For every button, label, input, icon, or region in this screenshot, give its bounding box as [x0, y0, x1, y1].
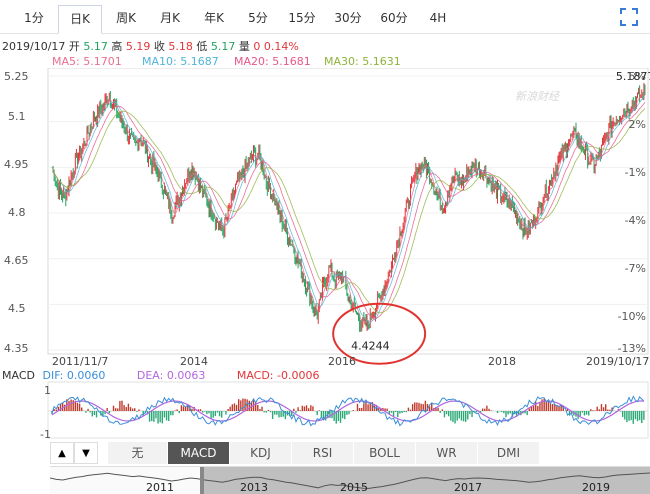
- ma20-line: [51, 102, 646, 319]
- tab-daily-k[interactable]: 日K: [58, 5, 102, 34]
- min-annotation: 4.4244: [351, 340, 390, 353]
- macd-frame: [47, 381, 649, 439]
- y-label-right: -7%: [624, 262, 646, 275]
- macd-title: MACD: [2, 369, 35, 382]
- range-navigator[interactable]: 2011 2013 2015 2017 2019: [50, 466, 650, 494]
- y-label-left: 4.65: [4, 254, 29, 267]
- x-label: 2018: [488, 355, 516, 368]
- y-label-left: 5.25: [4, 70, 29, 83]
- tab-yearly-k[interactable]: 年K: [204, 11, 224, 25]
- ma20-label: MA20: 5.1681: [234, 55, 311, 68]
- navigator-left-handle[interactable]: [200, 467, 204, 494]
- open-value: 5.17: [83, 40, 108, 53]
- quote-date: 2019/10/17: [2, 40, 66, 53]
- tab-60min[interactable]: 60分: [380, 11, 408, 25]
- y-label-left: 4.35: [4, 342, 29, 355]
- close-label: 收: [153, 40, 165, 53]
- plot-frame: [47, 68, 649, 355]
- x-label: 2016: [328, 355, 356, 368]
- y-label-right: -4%: [624, 214, 646, 227]
- y-label-right: -13%: [617, 342, 646, 355]
- max-annotation: 5.1877: [616, 70, 650, 83]
- indicator-boll[interactable]: BOLL: [354, 442, 416, 464]
- low-value: 5.17: [210, 40, 236, 53]
- sina-watermark: 新浪财经: [515, 90, 559, 103]
- y-label-left: 5.1: [8, 110, 26, 123]
- navigator-line: [50, 472, 650, 489]
- nav-year: 2011: [146, 481, 174, 494]
- tab-5min[interactable]: 5分: [248, 11, 268, 25]
- x-label: 2019/10/17: [586, 355, 650, 368]
- y-label-right: -10%: [617, 310, 646, 323]
- y-label-right: -1%: [624, 166, 646, 179]
- indicator-wr[interactable]: WR: [416, 442, 478, 464]
- y-label-left: 4.95: [4, 158, 29, 171]
- indicator-kdj[interactable]: KDJ: [230, 442, 292, 464]
- y-label-right: 5%: [628, 70, 646, 83]
- ma30-label: MA30: 5.1631: [324, 55, 401, 68]
- indicator-dmi[interactable]: DMI: [478, 442, 540, 464]
- ma10-label: MA10: 5.1687: [142, 55, 219, 68]
- x-label: 2011/11/7: [52, 355, 109, 368]
- tab-30min[interactable]: 30分: [334, 11, 362, 25]
- ma30-line: [51, 108, 646, 314]
- tab-1min[interactable]: 1分: [24, 11, 44, 25]
- indicator-macd[interactable]: MACD: [168, 442, 230, 464]
- period-tab-bar: 1分 日K 周K 月K 年K 5分 15分 30分 60分 4H: [0, 0, 650, 34]
- scroll-up-button[interactable]: ▲: [50, 442, 74, 464]
- high-label: 高: [111, 40, 123, 53]
- macd-y-bottom: -1: [40, 428, 51, 441]
- nav-year: 2013: [240, 481, 268, 494]
- dea-label: DEA: 0.0063: [136, 369, 206, 382]
- macd-y-top: 1: [44, 384, 51, 397]
- macd-chart[interactable]: [0, 380, 650, 440]
- indicator-none[interactable]: 无: [108, 442, 168, 464]
- nav-year: 2015: [340, 481, 368, 494]
- high-value: 5.19: [125, 40, 151, 53]
- y-label-left: 4.8: [8, 206, 26, 219]
- close-value: 5.18: [168, 40, 193, 53]
- volume-value: 0: [253, 40, 261, 53]
- tab-weekly-k[interactable]: 周K: [116, 11, 136, 25]
- indicator-rsi[interactable]: RSI: [292, 442, 354, 464]
- macd-value-label: MACD: -0.0006: [236, 369, 320, 382]
- highlight-circle: [332, 302, 427, 365]
- navigator-selected-range[interactable]: [202, 467, 650, 494]
- change-percent: 0.14%: [263, 40, 299, 53]
- y-label-right: 2%: [628, 118, 646, 131]
- open-label: 开: [68, 40, 80, 53]
- kline-chart[interactable]: 5.1877 4.4244: [0, 68, 650, 368]
- navigator-sparkline: [50, 472, 650, 489]
- volume-label: 量: [238, 40, 250, 53]
- nav-year: 2019: [582, 481, 610, 494]
- ma10-line: [51, 95, 646, 324]
- scroll-down-button[interactable]: ▼: [74, 442, 98, 464]
- macd-legend: MACD DIF: 0.0060 DEA: 0.0063 MACD: -0.00…: [2, 369, 319, 382]
- fullscreen-icon[interactable]: [620, 8, 638, 26]
- tab-monthly-k[interactable]: 月K: [160, 11, 180, 25]
- indicator-toolbar: ▲ ▼ 无 MACD KDJ RSI BOLL WR DMI: [50, 442, 650, 464]
- ma5-line: [51, 92, 645, 324]
- dif-line: [51, 395, 645, 427]
- low-label: 低: [196, 40, 208, 53]
- dif-label: DIF: 0.0060: [42, 369, 106, 382]
- ma5-label: MA5: 5.1701: [52, 55, 122, 68]
- tab-4h[interactable]: 4H: [429, 11, 447, 25]
- dea-line: [51, 400, 644, 422]
- x-label: 2014: [180, 355, 208, 368]
- y-label-left: 4.5: [8, 302, 26, 315]
- quote-info: 2019/10/17 开 5.17 高 5.19 收 5.18 低 5.17 量…: [2, 38, 299, 54]
- tab-15min[interactable]: 15分: [288, 11, 316, 25]
- nav-year: 2017: [454, 481, 482, 494]
